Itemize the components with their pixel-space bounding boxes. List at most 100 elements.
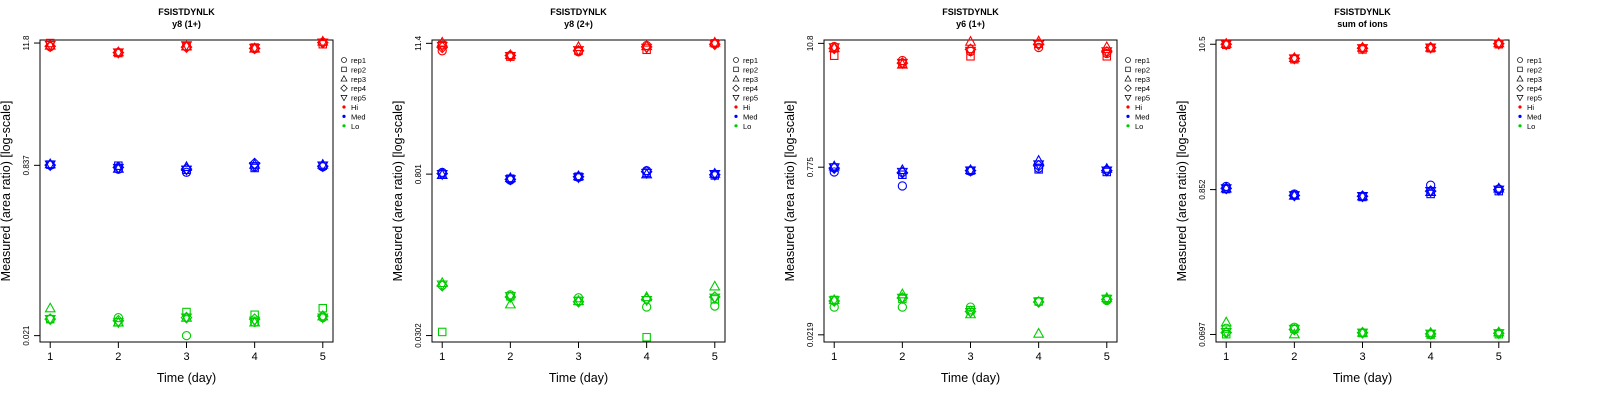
chart-panel-2: FSISTDYNLK y8 (2+) 1 2 3 4 5 Time (day) 11.4 0.80… (391, 7, 758, 385)
legend-marker (1125, 66, 1131, 73)
legend-marker (1517, 66, 1523, 73)
legend-marker-wrap (342, 124, 346, 128)
data-point-med-rep5 (248, 162, 261, 173)
y-axis-label: Measured (area ratio) [log-scale] (1175, 101, 1189, 282)
chart-subtitle: sum of ions (1337, 19, 1388, 29)
series-group-med (44, 157, 329, 177)
chart-panel-1: FSISTDYNLK y8 (1+) 1 2 3 4 5 Time (day) 11.8 0.83… (0, 7, 366, 385)
x-tick-label: 1 (1223, 351, 1229, 363)
data-point-lo-rep3 (1493, 326, 1505, 337)
data-point-med-rep3 (572, 169, 585, 181)
data-point-med-rep5 (709, 170, 721, 181)
legend-marker (1518, 105, 1522, 109)
y-tick-label: 0.775 (806, 157, 815, 178)
data-point-med-rep1 (829, 167, 839, 177)
legend-label: rep5 (1527, 94, 1542, 103)
legend-label: Hi (1135, 103, 1142, 112)
x-tick-label: 1 (831, 351, 837, 363)
legend-marker-wrap (1518, 114, 1522, 119)
legend-marker-wrap (734, 114, 738, 119)
data-point-med-rep3 (1032, 154, 1045, 165)
data-point-hi-rep5 (572, 46, 585, 57)
data-point-med-rep3 (1220, 182, 1232, 193)
data-point-hi-rep5 (317, 38, 329, 49)
data-point-lo-rep5 (1220, 328, 1232, 339)
data-point-hi-rep5 (1288, 54, 1301, 65)
legend-marker (1518, 124, 1522, 128)
legend-label: Lo (1135, 122, 1143, 131)
legend-label: rep5 (1135, 94, 1150, 103)
data-point-lo-rep3 (828, 293, 840, 305)
data-point-lo-rep5 (1288, 324, 1301, 336)
data-point-lo-rep2 (182, 307, 191, 317)
data-point-lo-rep5 (1356, 328, 1369, 339)
data-point-hi-rep2 (966, 52, 975, 61)
x-tick-label: 2 (1291, 351, 1297, 363)
legend-label: rep1 (1527, 56, 1542, 65)
legend-marker-wrap (1517, 57, 1523, 63)
legend-label: rep5 (351, 94, 366, 103)
series-group-med (828, 154, 1113, 191)
x-tick-label: 1 (439, 351, 445, 363)
y-tick-label: 11.8 (22, 35, 31, 51)
legend-marker (340, 95, 348, 102)
x-axis-label: Time (day) (941, 371, 1000, 385)
y-tick-label: 0.021 (22, 325, 31, 346)
data-point-lo-rep5 (248, 316, 261, 327)
data-point-med-rep5 (828, 163, 840, 174)
x-tick-label: 3 (1359, 351, 1365, 363)
data-point-hi-rep5 (504, 51, 517, 63)
legend-marker (1124, 95, 1132, 102)
data-point-hi-rep5 (112, 48, 125, 59)
data-point-hi-rep5 (248, 43, 261, 55)
data-point-hi-rep5 (1493, 39, 1505, 50)
data-point-med-rep5 (572, 173, 585, 184)
chart-panel-4: FSISTDYNLK sum of ions 1 2 3 4 5 Time (day) 10.5… (1175, 7, 1542, 385)
legend-marker (1516, 84, 1524, 92)
legend-marker (1124, 75, 1132, 82)
legend-label: rep3 (351, 75, 366, 84)
data-point-hi-rep3 (1220, 37, 1232, 48)
series-group-lo (1220, 316, 1505, 340)
legend-label: rep1 (743, 56, 758, 65)
x-tick-label: 4 (252, 351, 258, 363)
data-point-lo-rep5 (896, 293, 909, 305)
series-group-hi (436, 36, 721, 63)
legend-marker-wrap (341, 57, 347, 63)
data-point-hi-rep3 (1493, 37, 1505, 48)
legend-marker (1518, 114, 1522, 119)
data-point-hi-rep3 (1101, 40, 1113, 52)
data-point-med-rep1 (1425, 180, 1436, 190)
data-point-lo-rep5 (1032, 297, 1045, 308)
legend-label: rep4 (743, 84, 758, 93)
legend-label: rep3 (1527, 75, 1542, 84)
data-point-med-rep3 (1288, 189, 1301, 200)
data-point-med-rep5 (112, 163, 125, 175)
data-point-hi-rep5 (1356, 44, 1369, 55)
legend-marker-wrap (732, 75, 740, 82)
data-point-hi-rep3 (1032, 35, 1045, 46)
legend-label: Lo (1527, 122, 1535, 131)
data-point-lo-rep5 (964, 307, 977, 319)
data-point-lo-rep3 (896, 288, 909, 299)
legend-label: Hi (351, 103, 358, 112)
legend-marker-wrap (1124, 95, 1132, 102)
legend-marker (732, 84, 740, 92)
legend-marker-wrap (340, 75, 348, 82)
x-tick-label: 5 (1104, 351, 1110, 363)
data-point-hi-rep3 (964, 35, 977, 46)
chart-title: FSISTDYNLK (1334, 7, 1391, 17)
legend-marker-wrap (1126, 114, 1130, 119)
data-point-med-rep5 (1424, 186, 1437, 198)
data-point-med-rep5 (180, 165, 193, 176)
data-point-med-rep2 (1034, 165, 1043, 174)
data-point-lo-rep5 (1424, 329, 1437, 340)
chart-subtitle: y8 (2+) (564, 19, 593, 29)
chart-subtitle: y8 (1+) (172, 19, 201, 29)
y-tick-label: 0.0302 (414, 323, 423, 348)
x-tick-label: 1 (47, 351, 53, 363)
data-point-hi-rep5 (709, 39, 721, 50)
